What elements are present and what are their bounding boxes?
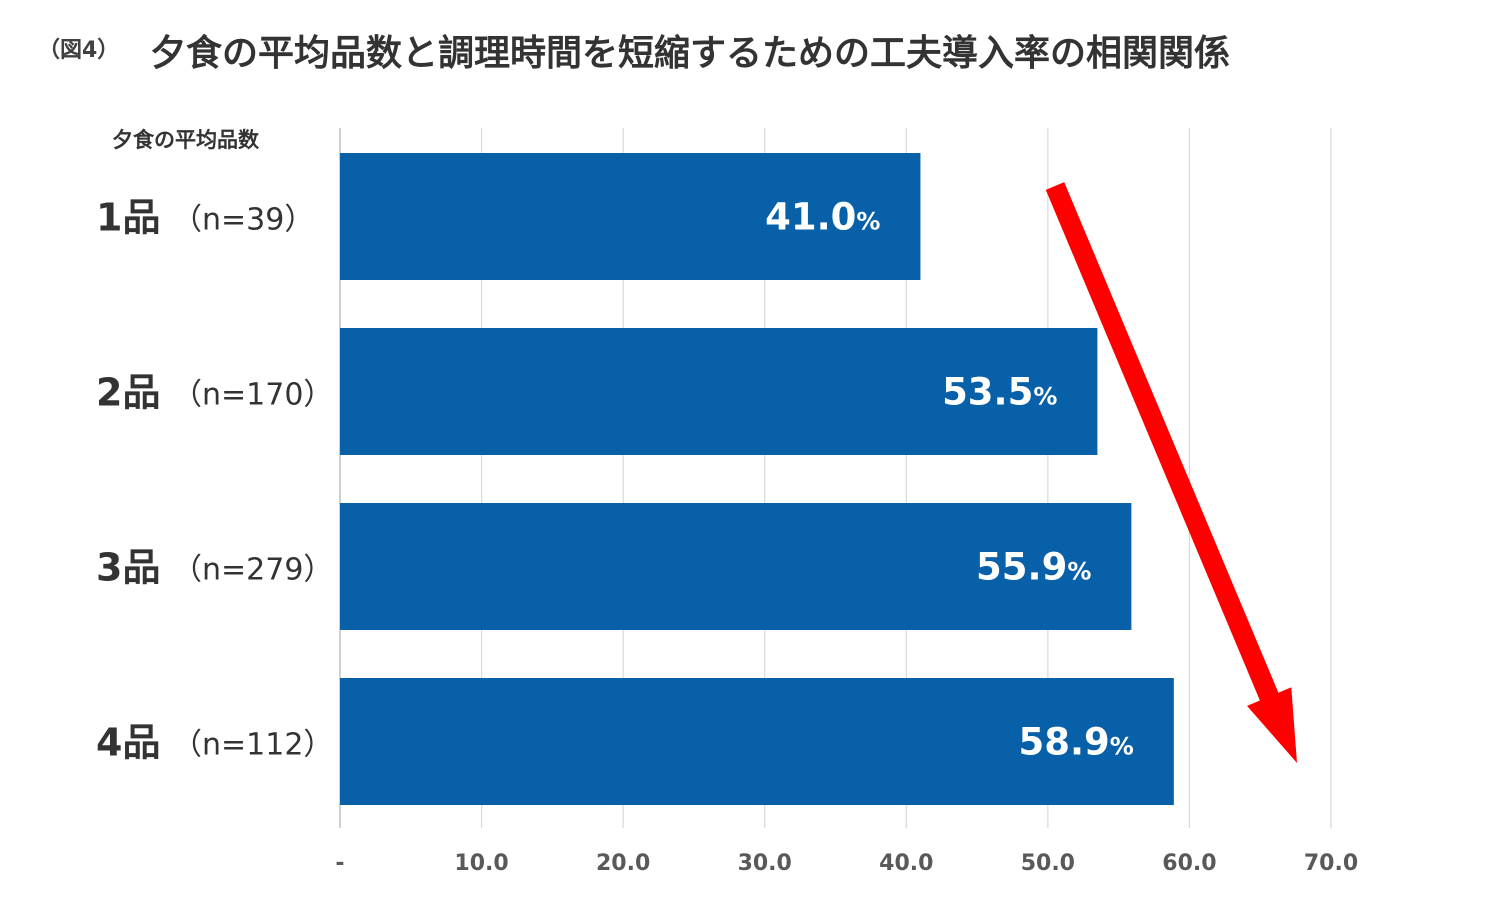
x-axis-ticks: - 10.0 20.0 30.0 40.0 50.0 60.0 70.0 — [335, 851, 1358, 876]
x-tick-label: 10.0 — [454, 851, 508, 876]
x-tick-label: 70.0 — [1304, 851, 1358, 876]
category-sample-size: （n=39） — [172, 203, 314, 238]
category-label: 2品 — [96, 371, 160, 415]
x-tick-label: 50.0 — [1021, 851, 1075, 876]
category-label: 1品 — [96, 196, 160, 240]
x-tick-label: - — [335, 851, 344, 876]
x-tick-label: 60.0 — [1162, 851, 1216, 876]
category-labels: 1品 （n=39） 2品 （n=170） 3品 （n=279） 4品 （n=112） — [96, 196, 333, 765]
category-label: 4品 — [96, 721, 160, 765]
trend-arrow — [1046, 182, 1297, 763]
trend-arrow-group — [1046, 182, 1297, 763]
category-sample-size: （n=279） — [172, 553, 333, 588]
x-tick-label: 20.0 — [596, 851, 650, 876]
x-tick-label: 40.0 — [879, 851, 933, 876]
x-tick-label: 30.0 — [738, 851, 792, 876]
category-sample-size: （n=112） — [172, 728, 333, 763]
category-sample-size: （n=170） — [172, 378, 333, 413]
category-label: 3品 — [96, 546, 160, 590]
bars: 41.0%53.5%55.9%58.9% — [340, 153, 1174, 805]
